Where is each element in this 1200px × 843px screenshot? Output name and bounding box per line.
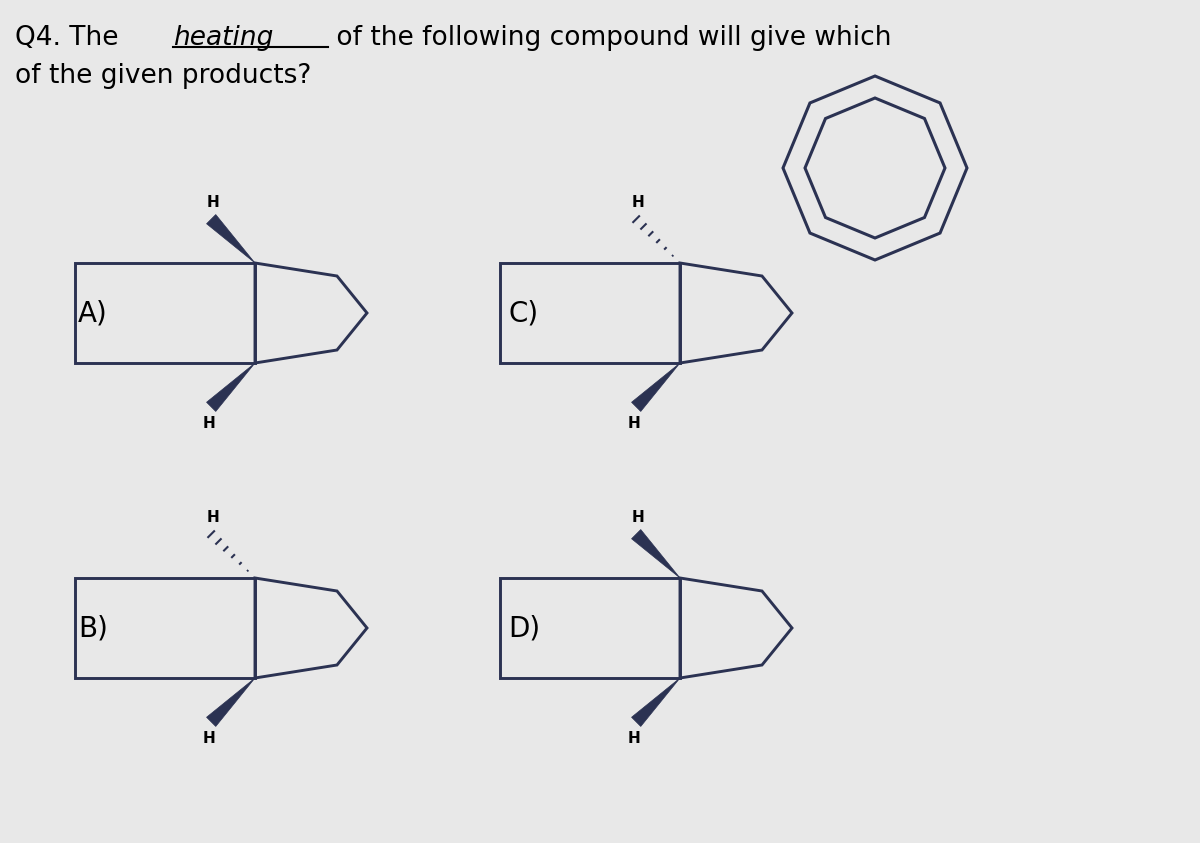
Text: H: H — [631, 196, 644, 210]
Polygon shape — [631, 529, 680, 578]
Text: B): B) — [78, 614, 108, 642]
Text: D): D) — [508, 614, 540, 642]
Text: H: H — [203, 416, 216, 431]
Text: H: H — [203, 731, 216, 746]
Text: Q4. The: Q4. The — [14, 25, 127, 51]
Text: H: H — [628, 731, 641, 746]
Polygon shape — [631, 363, 680, 411]
Polygon shape — [206, 215, 254, 263]
Text: of the following compound will give which: of the following compound will give whic… — [328, 25, 892, 51]
Polygon shape — [631, 678, 680, 727]
Text: H: H — [206, 510, 220, 525]
Text: H: H — [206, 196, 220, 210]
Text: heating: heating — [173, 25, 274, 51]
Polygon shape — [206, 678, 254, 727]
Text: of the given products?: of the given products? — [14, 63, 311, 89]
Text: C): C) — [508, 299, 538, 327]
Text: A): A) — [78, 299, 108, 327]
Polygon shape — [206, 363, 254, 411]
Text: H: H — [631, 510, 644, 525]
Text: H: H — [628, 416, 641, 431]
